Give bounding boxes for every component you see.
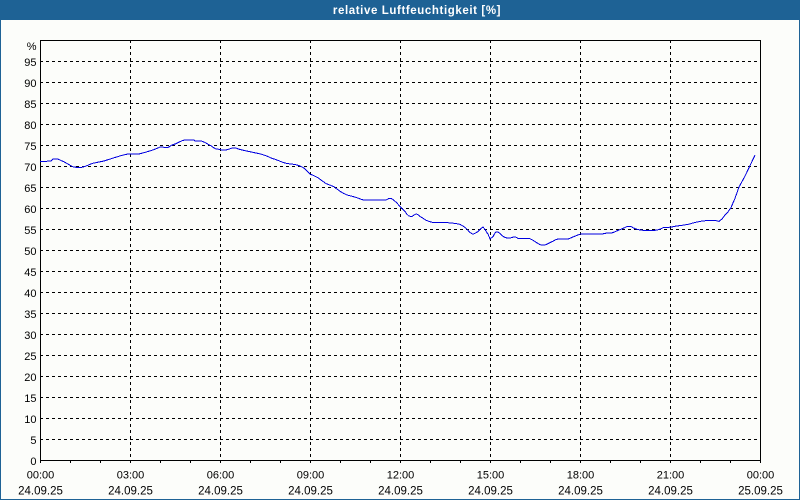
svg-text:70: 70 <box>24 162 36 174</box>
svg-text:24.09.25: 24.09.25 <box>18 486 63 498</box>
svg-text:85: 85 <box>24 99 36 111</box>
svg-text:12:00: 12:00 <box>387 470 415 482</box>
svg-text:18:00: 18:00 <box>567 470 595 482</box>
svg-text:55: 55 <box>24 225 36 237</box>
svg-text:45: 45 <box>24 267 36 279</box>
svg-text:03:00: 03:00 <box>117 470 145 482</box>
svg-text:30: 30 <box>24 330 36 342</box>
svg-text:35: 35 <box>24 309 36 321</box>
svg-text:60: 60 <box>24 204 36 216</box>
svg-text:25: 25 <box>24 351 36 363</box>
svg-text:00:00: 00:00 <box>27 470 55 482</box>
svg-text:00:00: 00:00 <box>747 470 775 482</box>
svg-text:24.09.25: 24.09.25 <box>288 486 333 498</box>
svg-text:20: 20 <box>24 372 36 384</box>
svg-text:21:00: 21:00 <box>657 470 685 482</box>
svg-text:65: 65 <box>24 183 36 195</box>
svg-text:50: 50 <box>24 246 36 258</box>
svg-text:24.09.25: 24.09.25 <box>468 486 513 498</box>
svg-text:25.09.25: 25.09.25 <box>738 486 783 498</box>
svg-text:24.09.25: 24.09.25 <box>108 486 153 498</box>
svg-text:0: 0 <box>30 456 36 468</box>
svg-text:relative Luftfeuchtigkeit [%]: relative Luftfeuchtigkeit [%] <box>333 5 501 17</box>
svg-text:75: 75 <box>24 141 36 153</box>
svg-text:15: 15 <box>24 393 36 405</box>
svg-text:10: 10 <box>24 414 36 426</box>
svg-text:24.09.25: 24.09.25 <box>198 486 243 498</box>
svg-text:%: % <box>27 41 37 53</box>
svg-text:95: 95 <box>24 57 36 69</box>
svg-text:80: 80 <box>24 120 36 132</box>
svg-text:40: 40 <box>24 288 36 300</box>
svg-text:15:00: 15:00 <box>477 470 505 482</box>
svg-text:24.09.25: 24.09.25 <box>648 486 693 498</box>
svg-text:24.09.25: 24.09.25 <box>558 486 603 498</box>
svg-text:24.09.25: 24.09.25 <box>378 486 423 498</box>
svg-text:09:00: 09:00 <box>297 470 325 482</box>
svg-text:90: 90 <box>24 78 36 90</box>
svg-text:5: 5 <box>30 435 36 447</box>
svg-text:06:00: 06:00 <box>207 470 235 482</box>
